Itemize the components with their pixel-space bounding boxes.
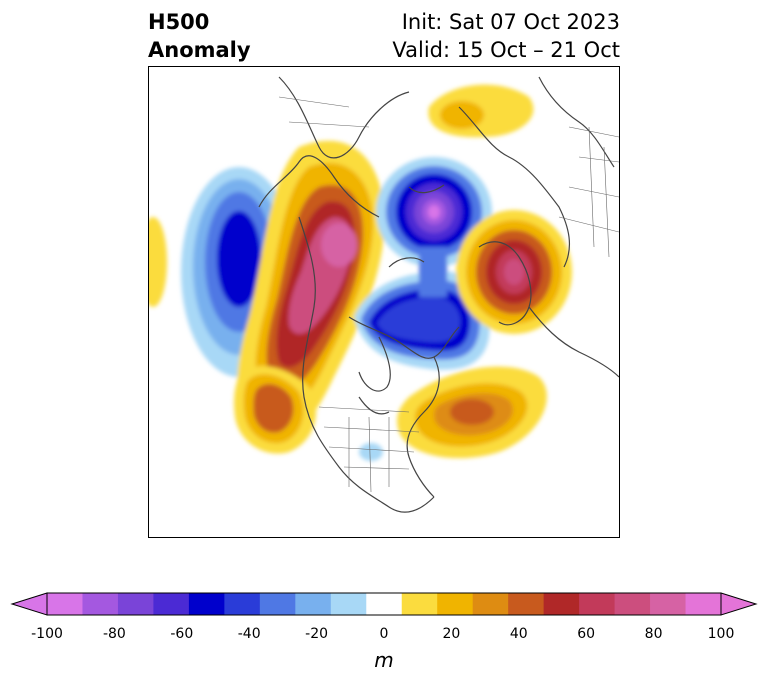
colorbar-border: [46, 592, 722, 616]
colorbar-segment: [614, 593, 651, 615]
colorbar-tick-label: 60: [577, 626, 596, 642]
colorbar-over-arrow: [720, 592, 758, 616]
colorbar-segment: [366, 593, 403, 615]
colorbar-segment: [153, 593, 190, 615]
colorbar-tick-label: 20: [442, 626, 461, 642]
colorbar-tick-label: 0: [379, 626, 389, 642]
colorbar-segment: [579, 593, 616, 615]
colorbar-tick-label: -40: [237, 626, 261, 642]
colorbar-segment: [259, 593, 296, 615]
colorbar-segment: [47, 593, 83, 615]
coastlines: [258, 76, 619, 513]
colorbar-tick-label: -20: [305, 626, 329, 642]
colorbar-segment: [295, 593, 332, 615]
colorbar-tick-label: -100: [31, 626, 63, 642]
colorbar-segment: [82, 593, 119, 615]
colorbar-segment: [401, 593, 438, 615]
map-svg: [149, 76, 619, 513]
scandinavia-positive-anomaly: [456, 210, 572, 334]
colorbar-tick-label: -80: [102, 626, 126, 642]
colorbar: [10, 592, 758, 616]
colorbar-segment: [685, 593, 722, 615]
colorbar-tick-label: 40: [509, 626, 528, 642]
title-right: Init: Sat 07 Oct 2023 Valid: 15 Oct – 21…: [392, 8, 620, 64]
colorbar-tick-label: -60: [170, 626, 194, 642]
arctic-negative-anomaly: [376, 157, 492, 267]
colorbar-segments: [10, 592, 758, 616]
colorbar-tick-label: 80: [644, 626, 663, 642]
field-type: Anomaly: [148, 38, 251, 62]
colorbar-segment: [224, 593, 261, 615]
colorbar-tick-label: 100: [707, 626, 735, 642]
title-left: H500 Anomaly: [148, 8, 251, 64]
anomaly-map: [148, 66, 620, 538]
colorbar-segment: [117, 593, 154, 615]
alaska-positive-anomaly: [237, 140, 385, 440]
west-edge-positive: [149, 217, 167, 307]
valid-range: Valid: 15 Oct – 21 Oct: [392, 38, 620, 62]
atlantic-positive-anomaly: [397, 366, 547, 459]
colorbar-segment: [437, 593, 474, 615]
hudson-negative-anomaly: [354, 247, 490, 370]
field-name: H500: [148, 10, 210, 34]
political-borders: [278, 96, 619, 493]
colorbar-segment: [508, 593, 545, 615]
colorbar-under-arrow: [10, 592, 48, 616]
colorbar-segment: [330, 593, 367, 615]
colorbar-segment: [650, 593, 687, 615]
colorbar-segment: [543, 593, 580, 615]
colorbar-segment: [188, 593, 225, 615]
colorbar-segment: [472, 593, 509, 615]
init-date: Init: Sat 07 Oct 2023: [401, 10, 620, 34]
colorbar-unit: m: [374, 648, 394, 672]
us-negative-anomaly: [359, 443, 383, 461]
